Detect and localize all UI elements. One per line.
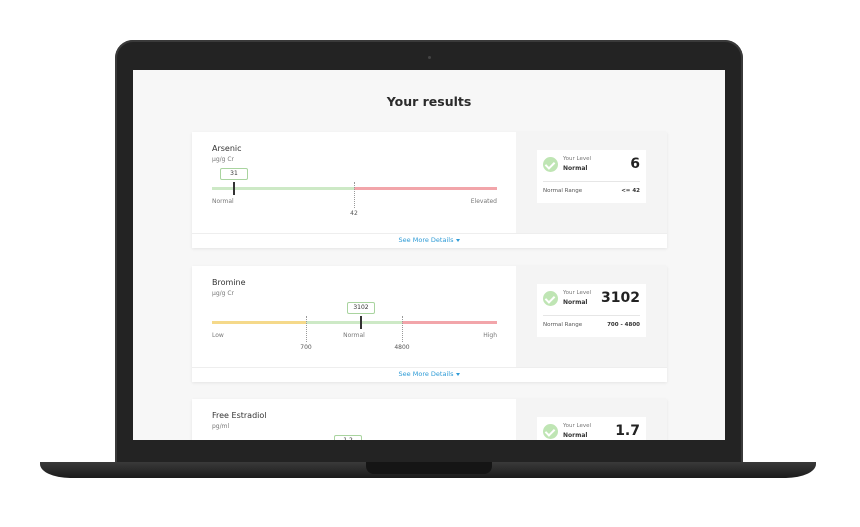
card-footer-divider <box>192 233 667 234</box>
scale-label: Low <box>212 332 224 339</box>
level-status: Normal <box>563 299 588 306</box>
check-icon <box>543 291 558 306</box>
level-panel: Your Level Normal 1.7 <box>516 399 667 440</box>
result-unit: pg/ml <box>212 423 230 430</box>
see-more-text[interactable]: See More Details <box>398 236 454 244</box>
range-bar-segment <box>212 321 306 324</box>
level-value: 6 <box>630 156 640 172</box>
threshold-line <box>402 316 403 342</box>
marker-label: 3102 <box>347 302 375 314</box>
check-mark <box>544 426 556 437</box>
level-value: 3102 <box>601 290 640 306</box>
screen: Your results Arsenic µg/g Cr 42 Normal Eleva… <box>133 70 725 440</box>
scale-label: Elevated <box>470 198 497 205</box>
check-mark <box>544 293 556 304</box>
result-name: Bromine <box>212 278 246 287</box>
range-value: 700 - 4800 <box>607 322 640 328</box>
range-bar-segment <box>306 321 402 324</box>
level-status: Normal <box>563 165 588 172</box>
range-bar-segment <box>402 321 497 324</box>
result-card: Free Estradiol pg/ml 1.2 Your Level Normal 1.… <box>192 399 667 440</box>
level-label: Your Level <box>563 423 592 429</box>
level-panel: Your Level Normal 6 Normal Range <= 42 <box>516 132 667 233</box>
level-box: Your Level Normal 1.7 <box>537 417 646 440</box>
result-unit: µg/g Cr <box>212 156 235 163</box>
camera <box>428 56 431 59</box>
range-value: <= 42 <box>621 188 640 194</box>
check-mark <box>544 159 556 170</box>
level-label: Your Level <box>563 290 592 296</box>
result-card: Arsenic µg/g Cr 42 Normal Elevated 31 Your Lev… <box>192 132 667 248</box>
caret-icon <box>456 238 461 242</box>
range-label: Normal Range <box>543 322 583 328</box>
page-title: Your results <box>386 94 472 109</box>
see-more-details: See More Details <box>192 236 667 244</box>
see-more-details: See More Details <box>192 370 667 378</box>
scale-label: High <box>483 332 497 339</box>
level-label: Your Level <box>563 156 592 162</box>
threshold-label: 4800 <box>394 344 410 351</box>
level-panel: Your Level Normal 3102 Normal Range 700 - 48… <box>516 266 667 367</box>
threshold-label: 42 <box>350 210 358 217</box>
result-unit: µg/g Cr <box>212 290 235 297</box>
threshold-line <box>354 182 355 208</box>
scale-label: Normal <box>212 198 234 205</box>
marker-label: 31 <box>220 168 248 180</box>
result-name: Free Estradiol <box>212 411 267 420</box>
card-footer-divider <box>192 367 667 368</box>
range-bar-segment <box>354 187 497 190</box>
threshold-label: 700 <box>300 344 312 351</box>
threshold-line <box>306 316 307 342</box>
level-value: 1.7 <box>615 423 640 439</box>
scale-label: Normal <box>343 332 365 339</box>
laptop-notch <box>366 462 492 474</box>
marker-label: 1.2 <box>334 435 362 440</box>
divider <box>543 315 640 316</box>
marker-line <box>360 316 362 329</box>
divider <box>543 181 640 182</box>
see-more-text[interactable]: See More Details <box>398 370 454 378</box>
marker-line <box>233 182 235 195</box>
result-name: Arsenic <box>212 144 242 153</box>
result-card: Bromine µg/g Cr 700 4800 Low Normal High 3102 Yo… <box>192 266 667 382</box>
check-icon <box>543 157 558 172</box>
caret-icon <box>456 372 461 376</box>
check-icon <box>543 424 558 439</box>
level-box: Your Level Normal 3102 Normal Range 700 - 48… <box>537 284 646 337</box>
level-status: Normal <box>563 432 588 439</box>
level-box: Your Level Normal 6 Normal Range <= 42 <box>537 150 646 203</box>
range-label: Normal Range <box>543 188 583 194</box>
range-bar-segment <box>212 187 354 190</box>
